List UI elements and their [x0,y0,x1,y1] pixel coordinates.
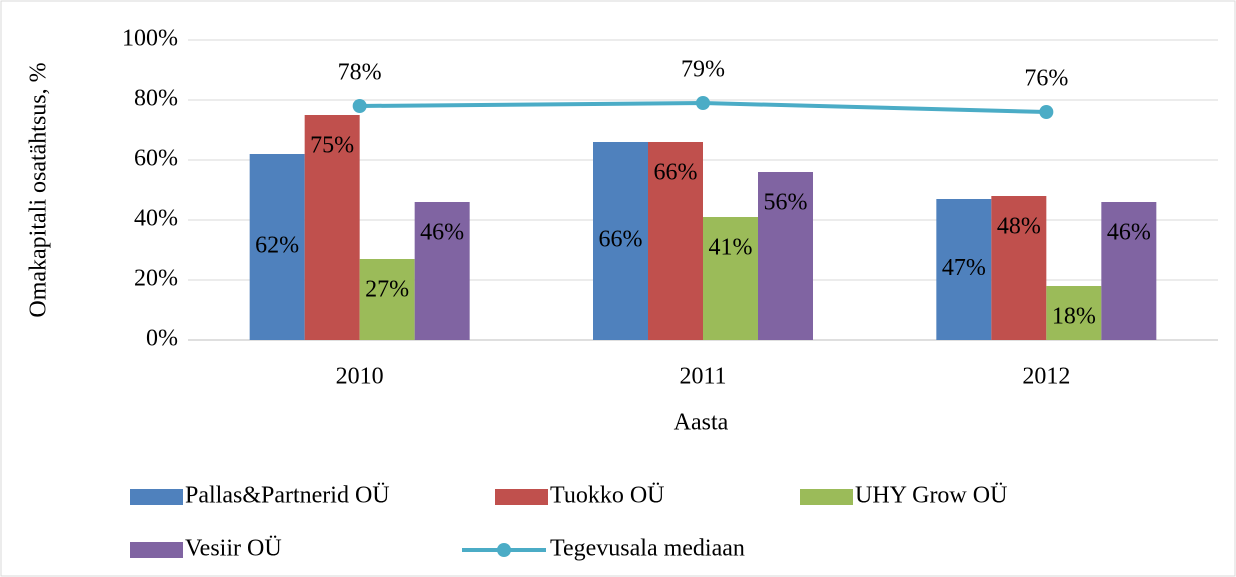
legend-label: UHY Grow OÜ [855,483,1007,509]
y-tick-label: 80% [134,86,178,112]
legend-swatch [495,489,548,505]
legend-swatch [130,542,183,558]
line-marker [352,99,367,113]
legend-label: Tegevusala mediaan [550,536,745,562]
y-tick-label: 40% [134,206,178,232]
line-marker [1039,105,1054,119]
bar [991,196,1047,340]
bar [648,142,703,340]
bar [703,217,758,340]
x-tick-label: 2011 [679,364,726,390]
x-axis-title: Aasta [674,410,729,436]
x-tick-label: 2012 [1022,364,1070,390]
data-label: 76% [1024,66,1068,92]
data-label: 66% [599,227,643,253]
bar [1046,286,1102,340]
x-tick-label: 2010 [336,364,384,390]
legend-swatch [800,489,853,505]
legend-label: Tuokko OÜ [550,483,664,509]
data-label: 62% [255,233,299,259]
bar [758,172,813,340]
y-tick-label: 100% [122,26,178,52]
y-tick-label: 60% [134,146,178,172]
legend-label: Pallas&Partnerid OÜ [185,483,390,509]
legend-label: Vesiir OÜ [185,536,282,562]
y-tick-label: 0% [146,326,178,352]
bar [359,259,415,340]
data-label: 41% [709,235,753,261]
bar [1101,202,1157,340]
y-axis-title: Omakapitali osatähtsus, % [26,62,52,317]
data-label: 79% [681,57,725,83]
bar [414,202,470,340]
data-label: 66% [654,160,698,186]
legend-swatch [497,543,511,557]
bar [249,154,305,340]
data-label: 48% [997,214,1041,240]
data-label: 78% [338,60,382,86]
bar [593,142,648,340]
data-label: 46% [420,220,464,246]
data-label: 75% [310,133,354,159]
data-label: 47% [942,255,986,281]
legend-swatch [130,489,183,505]
data-label: 18% [1052,304,1096,330]
data-label: 46% [1107,220,1151,246]
y-tick-label: 20% [134,266,178,292]
bar [936,199,992,340]
bar [304,115,360,340]
line-marker [696,96,710,110]
data-label: 27% [365,277,409,303]
data-label: 56% [764,190,808,216]
